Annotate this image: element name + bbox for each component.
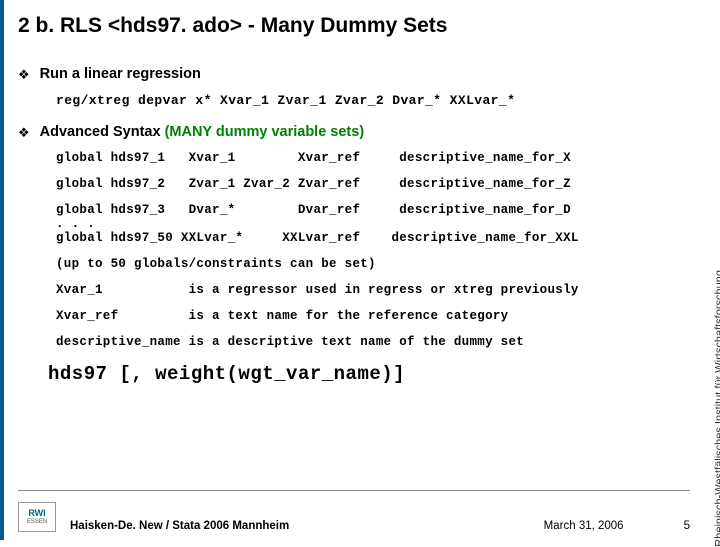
bullet-regression: ❖ Run a linear regression: [18, 66, 678, 83]
note-limit: (up to 50 globals/constraints can be set…: [56, 257, 678, 271]
note-xvarref: Xvar_ref is a text name for the referenc…: [56, 309, 678, 323]
rwi-logo: RWI ESSEN: [18, 502, 56, 532]
adv-green: (MANY dummy variable sets): [165, 124, 365, 140]
diamond-icon: ❖: [18, 67, 30, 83]
globals-table: global hds97_1 Xvar_1 Xvar_ref descripti…: [56, 151, 678, 245]
table-row: global hds97_50 XXLvar_* XXLvar_ref desc…: [56, 231, 678, 245]
table-ellipsis: . . .: [56, 217, 678, 231]
adv-prefix: Advanced Syntax: [40, 124, 165, 140]
code-basic: reg/xtreg depvar x* Xvar_1 Zvar_1 Zvar_2…: [56, 93, 678, 108]
table-row: global hds97_2 Zvar_1 Zvar_2 Zvar_ref de…: [56, 177, 678, 191]
logo-subtext: ESSEN: [27, 519, 47, 525]
footer-author: Haisken-De. New / Stata 2006 Mannheim: [70, 520, 544, 532]
diamond-icon: ❖: [18, 125, 30, 141]
bullet-text: Advanced Syntax (MANY dummy variable set…: [40, 124, 365, 140]
institute-label: Rheinisch-Westfälisches Institut für Wir…: [714, 270, 720, 547]
table-row: global hds97_3 Dvar_* Dvar_ref descripti…: [56, 203, 678, 217]
bullet-advanced: ❖ Advanced Syntax (MANY dummy variable s…: [18, 124, 678, 141]
footer: RWI ESSEN Haisken-De. New / Stata 2006 M…: [18, 490, 690, 532]
bullet-text: Run a linear regression: [40, 66, 201, 82]
logo-text: RWI: [28, 509, 45, 518]
page-number: 5: [684, 520, 690, 532]
table-row: global hds97_1 Xvar_1 Xvar_ref descripti…: [56, 151, 678, 165]
slide-body: 2 b. RLS <hds97. ado> - Many Dummy Sets …: [4, 0, 690, 540]
footer-date: March 31, 2006: [544, 520, 624, 532]
note-descriptive: descriptive_name is a descriptive text n…: [56, 335, 678, 349]
page-title: 2 b. RLS <hds97. ado> - Many Dummy Sets: [18, 14, 678, 38]
note-xvar1: Xvar_1 is a regressor used in regress or…: [56, 283, 678, 297]
command-syntax: hds97 [, weight(wgt_var_name)]: [48, 363, 678, 385]
